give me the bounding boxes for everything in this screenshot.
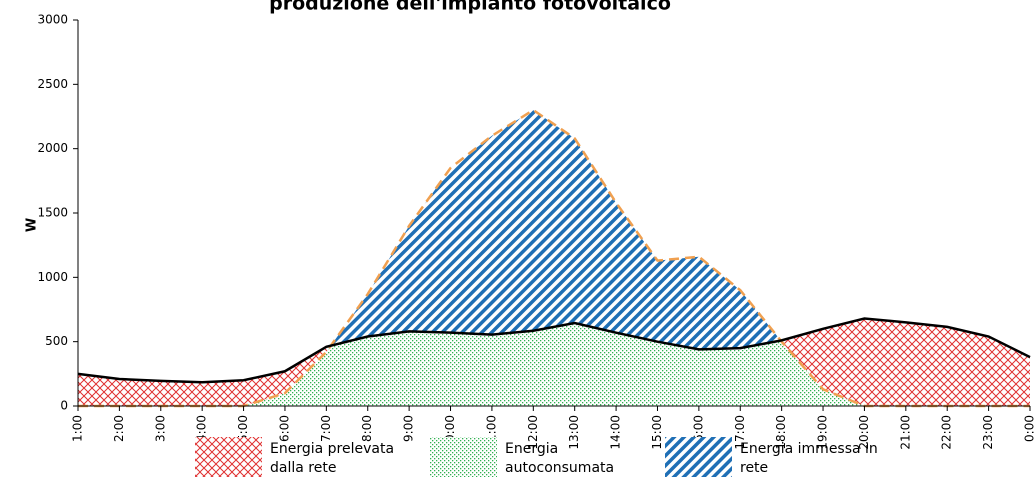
x-tick-label: 8:00 <box>360 415 374 442</box>
legend-swatch <box>430 437 497 477</box>
area-grid-export <box>78 110 1030 407</box>
x-tick-label: 12:00 <box>526 415 540 450</box>
x-tick-label: 23:00 <box>981 415 995 450</box>
x-tick-label: 15:00 <box>650 415 664 450</box>
y-tick-label: 3000 <box>37 13 68 27</box>
x-tick-label: 14:00 <box>609 415 623 450</box>
y-tick-label: 2500 <box>37 77 68 91</box>
area-self-consumed <box>78 323 1030 406</box>
y-tick-label: 2000 <box>37 141 68 155</box>
y-tick-label: 0 <box>60 399 68 413</box>
legend-swatch <box>195 437 262 477</box>
x-tick-label: 18:00 <box>774 415 788 450</box>
x-tick-label: 2:00 <box>112 415 126 442</box>
x-tick-label: 0:00 <box>1023 415 1035 442</box>
area-grid-import <box>78 318 1030 406</box>
consumption-line <box>77 317 1031 384</box>
x-tick-label: 19:00 <box>816 415 830 450</box>
x-tick-label: 17:00 <box>733 415 747 450</box>
y-tick-label: 500 <box>45 334 68 348</box>
x-tick-label: 13:00 <box>567 415 581 450</box>
x-tick-label: 5:00 <box>236 415 250 442</box>
y-tick-label: 1500 <box>37 206 68 220</box>
x-tick-label: 4:00 <box>195 415 209 442</box>
x-tick-label: 22:00 <box>940 415 954 450</box>
legend-label: Energia autoconsumata <box>505 441 615 476</box>
legend-label: Energia prelevata dalla rete <box>270 441 395 476</box>
x-tick-label: 9:00 <box>402 415 416 442</box>
legend-swatch <box>665 437 732 477</box>
x-tick-label: 1:00 <box>71 415 85 442</box>
y-tick-label: 1000 <box>37 270 68 284</box>
x-tick-label: 3:00 <box>153 415 167 442</box>
x-tick-label: 21:00 <box>898 415 912 450</box>
legend-label: Energia immessa in rete <box>740 441 878 476</box>
x-tick-label: 7:00 <box>319 415 333 442</box>
x-tick-label: 6:00 <box>277 415 291 442</box>
chart-title: produzione dell'impianto fotovoltaico <box>269 0 671 15</box>
y-axis-label: W <box>25 218 40 232</box>
x-tick-label: 20:00 <box>857 415 871 450</box>
